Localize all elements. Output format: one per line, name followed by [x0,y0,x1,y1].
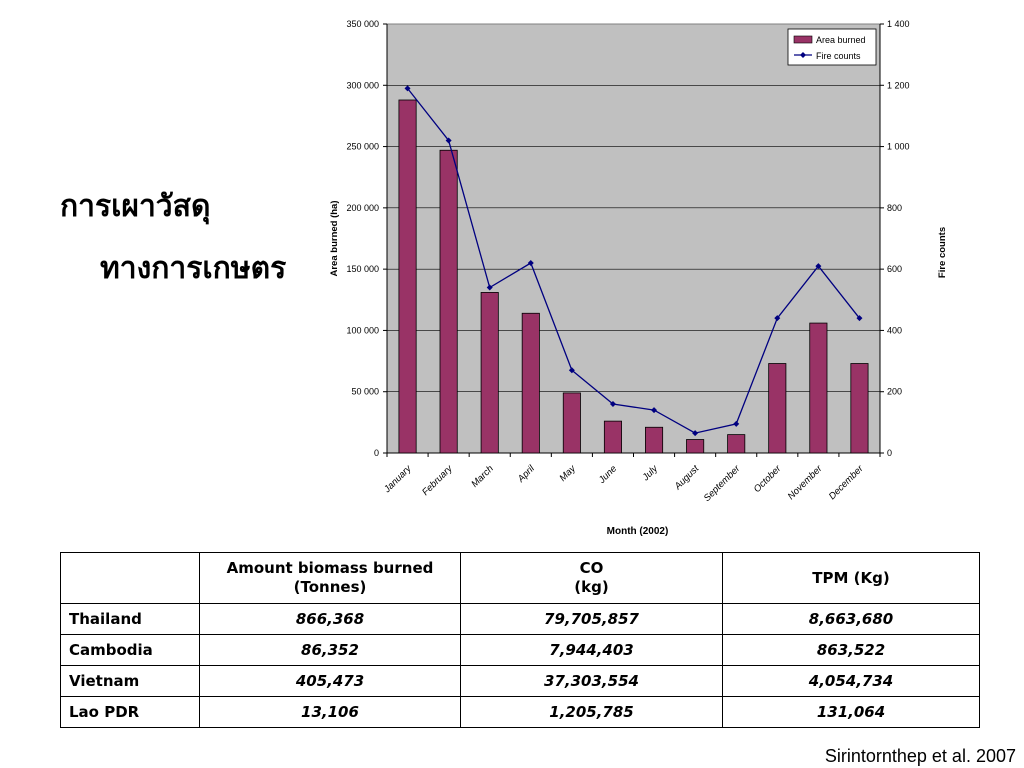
point-fire-counts [445,137,452,144]
emissions-table: Amount biomass burned (Tonnes) CO (kg) TPM… [60,552,980,728]
thai-title-line2: ทางการเกษตร [100,251,287,286]
header-co-text: CO (kg) [574,559,609,596]
y2-tick-label: 1 400 [887,19,910,29]
y-tick-label: 250 000 [346,142,379,152]
table-row: Thailand 866,368 79,705,857 8,663,680 [60,603,980,635]
x-tick-label: November [786,463,825,502]
table-header-tpm: TPM (Kg) [722,552,980,604]
bar-area-burned [398,99,417,454]
thai-title: การเผาวัสดุ ทางการเกษตร [60,189,286,284]
co-cell: 1,205,785 [460,696,723,728]
point-fire-counts [692,430,699,437]
point-fire-counts [815,263,822,270]
x-axis-title: Month (2002) [607,526,669,537]
x-tick-label: January [381,462,414,495]
biomass-cell: 405,473 [199,665,461,697]
point-fire-counts [609,400,616,407]
tpm-cell: 863,522 [722,634,980,666]
header-biomass-text: Amount biomass burned (Tonnes) [226,559,434,596]
y2-tick-label: 0 [887,448,892,458]
bar-area-burned [603,420,622,454]
country-cell: Cambodia [60,634,200,666]
x-tick-label: July [640,462,661,483]
legend-label-area-burned: Area burned [816,35,866,45]
y-tick-label: 200 000 [346,203,379,213]
y-tick-label: 50 000 [351,387,379,397]
tpm-cell: 131,064 [722,696,980,728]
y2-tick-label: 200 [887,387,902,397]
table-row: Vietnam 405,473 37,303,554 4,054,734 [60,665,980,697]
x-tick-label: September [702,463,743,504]
y2-tick-label: 800 [887,203,902,213]
point-fire-counts [856,315,863,322]
country-cell: Thailand [60,603,200,635]
bar-area-burned [850,363,869,454]
table-header-co: CO (kg) [460,552,723,604]
plot-area [386,23,881,454]
y2-tick-label: 1 200 [887,80,910,90]
table-row: Lao PDR 13,106 1,205,785 131,064 [60,696,980,728]
citation: Sirintornthep et al. 2007 [824,746,1016,766]
thai-title-line1: การเผาวัสดุ [60,189,211,224]
legend-swatch-area-burned [793,35,813,44]
bar-area-burned [521,312,540,454]
biomass-cell: 86,352 [199,634,461,666]
bar-area-burned [768,363,787,454]
y-tick-label: 0 [374,448,379,458]
table-header-biomass: Amount biomass burned (Tonnes) [199,552,461,604]
biomass-cell: 13,106 [199,696,461,728]
bar-area-burned [686,439,705,454]
bar-area-burned [562,392,581,454]
tpm-cell: 8,663,680 [722,603,980,635]
legend-marker-fire-counts [800,52,806,58]
table-row: Cambodia 86,352 7,944,403 863,522 [60,634,980,666]
point-fire-counts [568,367,575,374]
country-cell: Lao PDR [60,696,200,728]
table-header-blank [60,552,200,604]
x-tick-label: December [827,463,866,502]
y-tick-label: 100 000 [346,325,379,335]
bar-area-burned [727,434,746,454]
bar-area-burned [645,426,664,454]
co-cell: 7,944,403 [460,634,723,666]
y-tick-label: 350 000 [346,19,379,29]
x-tick-label: March [469,463,495,489]
x-tick-label: August [672,463,702,493]
biomass-cell: 866,368 [199,603,461,635]
y-tick-label: 150 000 [346,264,379,274]
co-cell: 37,303,554 [460,665,723,697]
y-tick-label: 300 000 [346,80,379,90]
x-tick-label: April [515,463,538,486]
y2-tick-label: 1 000 [887,142,910,152]
y-axis-title: Area burned (ha) [329,200,340,276]
y2-tick-label: 400 [887,325,902,335]
point-fire-counts [404,85,411,92]
x-tick-label: May [558,462,579,483]
combo-chart: 0 50 000 100 000 150 000 200 000 250 000 300 0… [329,19,948,537]
point-fire-counts [774,315,781,322]
y2-axis-title: Fire counts [937,227,948,278]
legend-box [787,28,877,66]
line-fire-counts [407,87,860,434]
x-tick-label: October [752,463,784,495]
tpm-cell: 4,054,734 [722,665,980,697]
co-cell: 79,705,857 [460,603,723,635]
x-tick-label: June [596,463,619,486]
y2-tick-label: 600 [887,264,902,274]
point-fire-counts [733,420,740,427]
legend-label-fire-counts: Fire counts [816,51,861,61]
bar-area-burned [439,149,458,454]
bar-area-burned [809,322,828,454]
header-tpm-text: TPM (Kg) [812,568,890,587]
point-fire-counts [527,260,534,267]
x-tick-label: February [420,462,456,498]
bar-area-burned [480,292,499,454]
table-header-row: Amount biomass burned (Tonnes) CO (kg) TPM… [60,552,980,604]
point-fire-counts [651,407,658,414]
country-cell: Vietnam [60,665,200,697]
point-fire-counts [486,284,493,291]
